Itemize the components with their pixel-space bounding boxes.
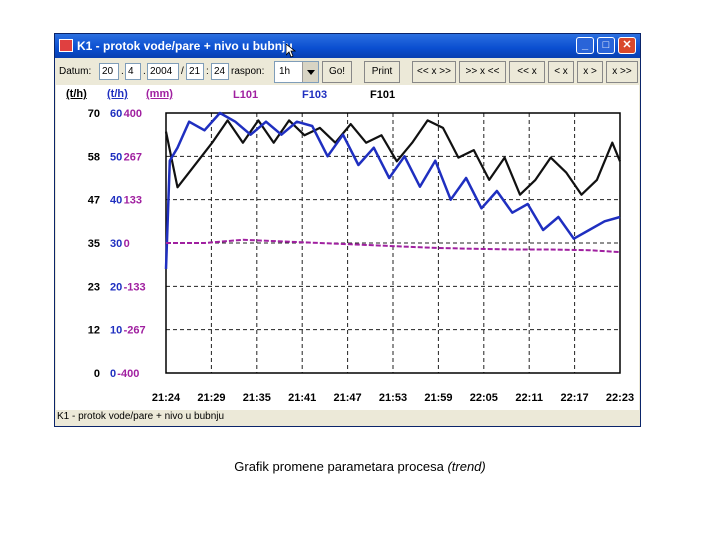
series-line-f101 <box>164 119 622 196</box>
year-field[interactable]: 2004 <box>147 63 179 80</box>
nav-back-button[interactable]: < x <box>548 61 574 83</box>
y-tick-label-middle: 40 <box>110 195 122 207</box>
mouse-cursor-icon <box>286 44 296 58</box>
y-tick-label-right: 0 <box>124 238 130 250</box>
nav-zoom-in-button[interactable]: >> x << <box>459 61 506 83</box>
caption-text: Grafik promene parametara procesa <box>234 459 444 474</box>
x-tick-label: 21:59 <box>424 392 452 404</box>
minute-field[interactable]: 24 <box>211 63 229 80</box>
y-tick-label-middle: 10 <box>110 325 122 337</box>
y-tick-label-right: 133 <box>124 195 142 207</box>
figure-caption: Grafik promene parametara procesa (trend… <box>0 459 720 474</box>
y-tick-label-middle: 30 <box>110 238 122 250</box>
range-select[interactable]: 1h <box>274 61 319 83</box>
nav-zoom-out-button[interactable]: << x >> <box>412 61 456 83</box>
y-tick-label-left: 23 <box>88 281 100 293</box>
x-tick-label: 22:05 <box>470 392 498 404</box>
date-separator-2: . <box>143 66 146 77</box>
y-tick-label-right: 400 <box>124 108 142 120</box>
unit-label-middle: (t/h) <box>107 88 128 100</box>
title-bar[interactable]: K1 - protok vode/pare + nivo u bubnju _ … <box>55 34 640 58</box>
y-tick-label-left: 12 <box>88 325 100 337</box>
caption-italic: (trend) <box>447 459 486 474</box>
y-tick-label-right: -133 <box>124 281 146 293</box>
app-window: K1 - protok vode/pare + nivo u bubnju _ … <box>54 33 641 427</box>
nav-back-fast-button[interactable]: << x <box>509 61 545 83</box>
month-field[interactable]: 4 <box>125 63 141 80</box>
range-value: 1h <box>279 66 291 77</box>
print-button[interactable]: Print <box>364 61 400 83</box>
x-tick-label: 22:23 <box>606 392 634 404</box>
x-tick-label: 22:17 <box>561 392 589 404</box>
hour-field[interactable]: 21 <box>186 63 204 80</box>
status-text: K1 - protok vode/pare + nivo u bubnju <box>57 411 225 422</box>
date-label: Datum: <box>59 66 92 77</box>
x-tick-label: 21:41 <box>288 392 316 404</box>
legend-l101: L101 <box>233 89 259 101</box>
y-tick-label-middle: 0 <box>110 368 116 380</box>
time-separator: : <box>206 66 209 77</box>
chevron-down-icon[interactable] <box>302 62 318 82</box>
range-label: raspon: <box>231 66 265 77</box>
y-tick-label-middle: 20 <box>110 281 122 293</box>
trend-chart-area: (t/h) (t/h) (mm) L101 F103 F101 70 60 400 5… <box>56 85 639 410</box>
toolbar: Datum: 20 . 4 . 2004 / 21 : 24 raspon: 1… <box>55 59 640 85</box>
series-line-f103 <box>164 111 621 270</box>
go-button[interactable]: Go! <box>322 61 352 83</box>
app-icon <box>59 39 73 52</box>
maximize-button[interactable]: □ <box>597 37 615 54</box>
date-separator-1: . <box>121 66 124 77</box>
y-tick-label-left: 58 <box>88 151 100 163</box>
window-title: K1 - protok vode/pare + nivo u bubnju <box>77 39 293 53</box>
nav-forward-fast-button[interactable]: x >> <box>606 61 638 83</box>
y-tick-label-middle: 50 <box>110 151 122 163</box>
legend-f103: F103 <box>302 89 328 101</box>
x-tick-label: 21:53 <box>379 392 407 404</box>
y-tick-label-left: 35 <box>88 238 100 250</box>
y-tick-label-left: 47 <box>88 195 100 207</box>
y-tick-label-left: 70 <box>88 108 100 120</box>
x-tick-label: 22:11 <box>515 392 543 404</box>
x-tick-label: 21:47 <box>334 392 362 404</box>
x-tick-label: 21:35 <box>243 392 271 404</box>
y-tick-label-right: 267 <box>124 151 142 163</box>
y-tick-label-middle: 60 <box>110 108 122 120</box>
unit-label-left: (t/h) <box>66 88 87 100</box>
series-line-l101 <box>166 238 621 254</box>
y-tick-label-left: 0 <box>94 368 100 380</box>
unit-label-right: (mm) <box>146 88 173 100</box>
y-tick-label-right: -267 <box>124 325 146 337</box>
minimize-button[interactable]: _ <box>576 37 594 54</box>
date-time-separator: / <box>181 66 184 77</box>
day-field[interactable]: 20 <box>99 63 119 80</box>
close-button[interactable]: ✕ <box>618 37 636 54</box>
x-tick-label: 21:29 <box>197 392 225 404</box>
nav-forward-button[interactable]: x > <box>577 61 603 83</box>
y-tick-label-right: -400 <box>117 368 139 380</box>
legend-f101: F101 <box>370 89 396 101</box>
x-tick-label: 21:24 <box>152 392 181 404</box>
